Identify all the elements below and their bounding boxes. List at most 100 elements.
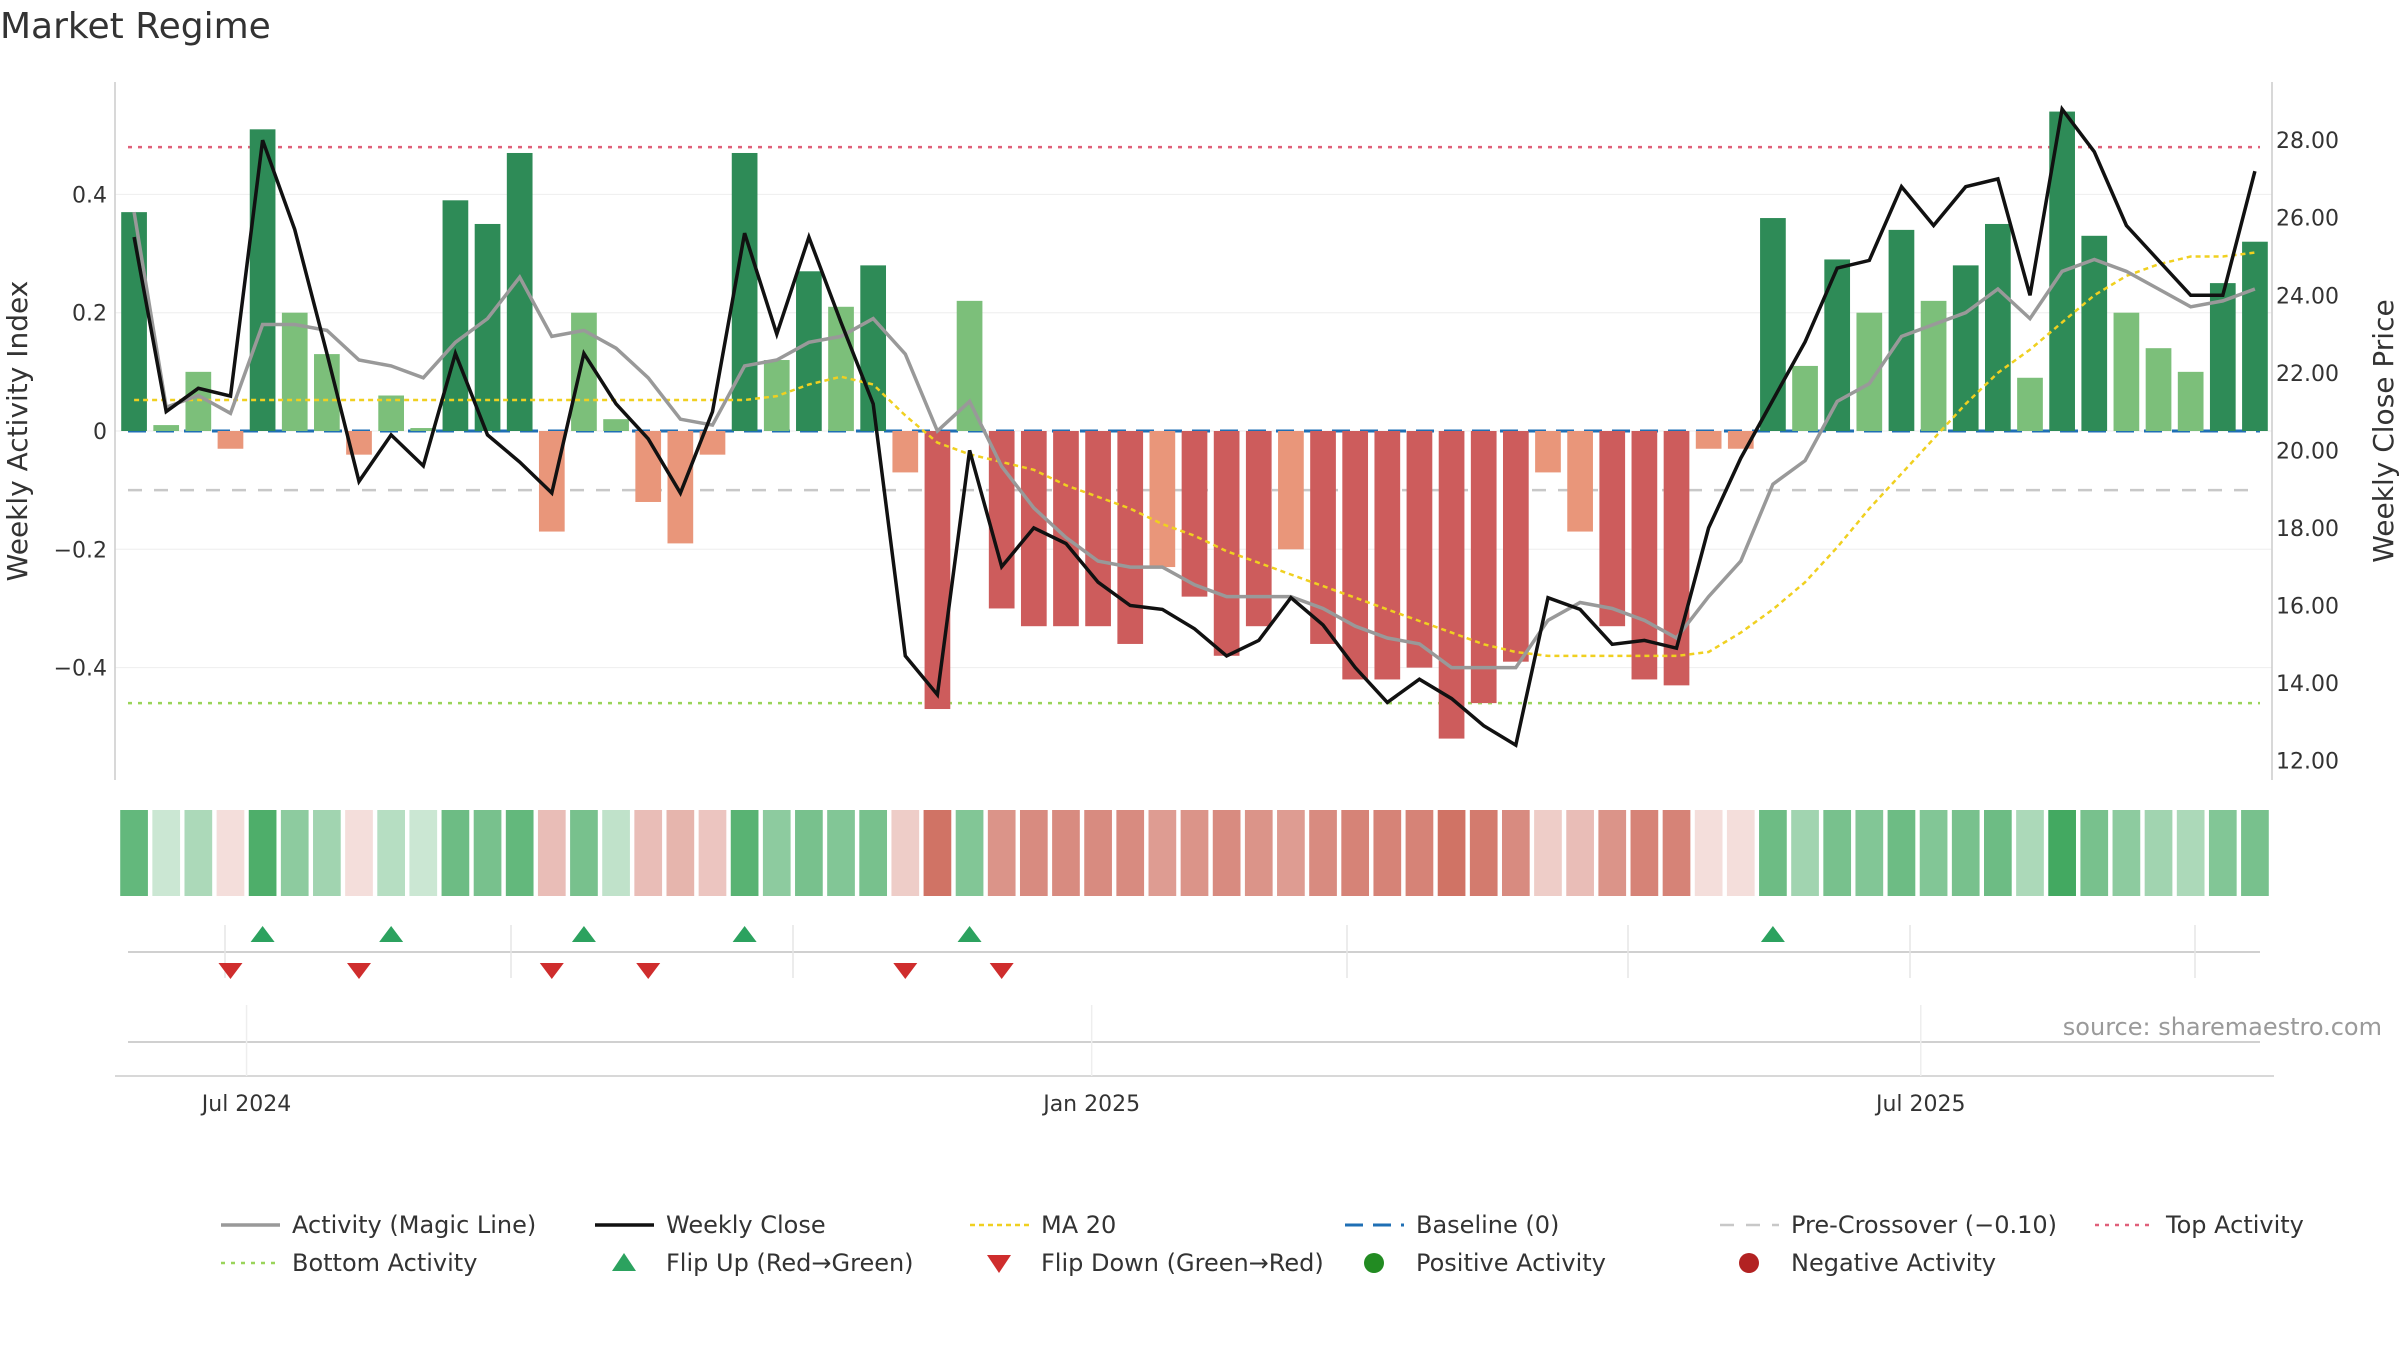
flip-markers <box>128 925 2260 979</box>
y2-tick-label: 14.00 <box>2276 672 2339 697</box>
regime-cell <box>955 810 984 896</box>
regime-cell <box>730 810 759 896</box>
regime-cell <box>698 810 727 896</box>
regime-cell <box>537 810 566 896</box>
regime-cell <box>505 810 534 896</box>
regime-cell <box>1437 810 1466 896</box>
regime-cell <box>1212 810 1241 896</box>
activity-bar <box>828 306 854 431</box>
flip-down-marker <box>989 963 1014 979</box>
regime-cell <box>184 810 213 896</box>
legend-label: Activity (Magic Line) <box>292 1211 536 1239</box>
activity-bar <box>153 425 180 431</box>
chart-title: Market Regime <box>0 6 271 47</box>
regime-cell <box>666 810 695 896</box>
activity-bar <box>1535 431 1561 473</box>
legend: Activity (Magic Line) Weekly Close MA 20 Ba… <box>221 1211 2304 1277</box>
regime-cell <box>1919 810 1948 896</box>
regime-cell <box>1662 810 1691 896</box>
activity-bar <box>988 431 1015 609</box>
legend-swatch <box>1739 1253 1759 1273</box>
legend-item: Weekly Close <box>595 1211 826 1239</box>
y2-tick-label: 24.00 <box>2276 284 2339 309</box>
activity-bar <box>1470 431 1497 704</box>
flip-up-marker <box>250 926 275 942</box>
activity-bar <box>1502 431 1529 662</box>
activity-bar <box>699 431 726 455</box>
activity-bar <box>2145 348 2172 431</box>
activity-bar <box>1149 431 1176 568</box>
regime-cell <box>891 810 920 896</box>
legend-label: Flip Down (Green→Red) <box>1041 1249 1324 1277</box>
activity-bar <box>1342 431 1369 680</box>
regime-cell <box>987 810 1016 896</box>
regime-strip <box>120 810 2269 896</box>
regime-cell <box>795 810 823 896</box>
regime-cell <box>1148 810 1177 896</box>
x-tick-label: Jul 2025 <box>1874 1092 1966 1117</box>
activity-bar <box>410 428 437 431</box>
activity-bar <box>1792 365 1818 431</box>
regime-cell <box>2241 810 2269 896</box>
activity-bar <box>474 223 501 431</box>
regime-cell <box>441 810 470 896</box>
regime-cell <box>1052 810 1080 896</box>
activity-bar <box>1599 431 1626 627</box>
activity-bar <box>1278 431 1304 550</box>
x-tick-label: Jan 2025 <box>1041 1092 1140 1117</box>
legend-swatch <box>1364 1253 1384 1273</box>
regime-cell <box>1019 810 1048 896</box>
y2-tick-label: 12.00 <box>2276 750 2339 775</box>
y2-tick-label: 20.00 <box>2276 439 2339 464</box>
y2-tick-label: 16.00 <box>2276 595 2339 620</box>
y-tick-label: −0.2 <box>54 538 107 563</box>
regime-cell <box>1244 810 1273 896</box>
activity-bar <box>1085 431 1111 627</box>
activity-bar <box>1888 229 1915 431</box>
legend-swatch <box>987 1255 1011 1273</box>
legend-item: Flip Down (Green→Red) <box>987 1249 1324 1277</box>
legend-item: Baseline (0) <box>1345 1211 1559 1239</box>
activity-bar <box>1631 431 1658 680</box>
legend-item: Positive Activity <box>1364 1249 1606 1277</box>
activity-bar <box>1985 223 2011 431</box>
regime-cell <box>570 810 598 896</box>
activity-bar <box>667 431 694 544</box>
activity-bar <box>1181 431 1208 597</box>
y2-tick-label: 18.00 <box>2276 517 2339 542</box>
series-lines <box>132 104 2257 748</box>
legend-label: Positive Activity <box>1416 1249 1606 1277</box>
legend-label: Bottom Activity <box>292 1249 477 1277</box>
activity-bar <box>603 419 629 431</box>
regime-cell <box>602 810 630 896</box>
weekly-close-line <box>132 104 2257 748</box>
regime-cell <box>1759 810 1787 896</box>
regime-cell <box>1534 810 1562 896</box>
flip-down-marker <box>636 963 661 979</box>
legend-item: Activity (Magic Line) <box>221 1211 536 1239</box>
flip-down-marker <box>893 963 918 979</box>
activity-bar <box>121 212 147 431</box>
activity-bar <box>1213 431 1240 656</box>
regime-cell <box>1694 810 1723 896</box>
flip-up-marker <box>957 926 982 942</box>
regime-cell <box>248 810 277 896</box>
regime-cell <box>377 810 405 896</box>
regime-cell <box>1887 810 1916 896</box>
activity-bar <box>442 200 469 431</box>
y-tick-label: 0.4 <box>72 183 107 208</box>
regime-cell <box>120 810 148 896</box>
activity-bar <box>796 271 822 431</box>
legend-label: Pre-Crossover (−0.10) <box>1791 1211 2057 1239</box>
regime-cell <box>859 810 888 896</box>
activity-bar <box>892 431 919 473</box>
regime-cell <box>280 810 309 896</box>
regime-cell <box>1405 810 1434 896</box>
y2-tick-label: 22.00 <box>2276 362 2339 387</box>
legend-item: Top Activity <box>2095 1211 2304 1239</box>
regime-cell <box>2112 810 2141 896</box>
regime-cell <box>1823 810 1852 896</box>
y-tick-label: −0.4 <box>54 657 107 682</box>
y2-axis-label: Weekly Close Price <box>2367 299 2400 562</box>
